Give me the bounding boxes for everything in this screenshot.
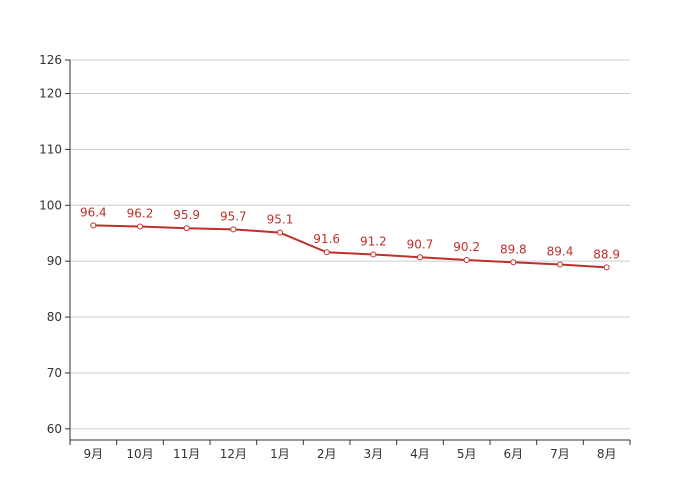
data-label-7: 90.7 [407, 237, 434, 251]
data-point-0 [90, 222, 97, 229]
series-layer [90, 222, 610, 271]
data-point-11 [603, 264, 610, 271]
data-labels: 96.4 96.2 95.9 95.7 95.1 91.6 91.2 90.7 90.2 89.8… [80, 205, 620, 261]
data-label-10: 89.4 [547, 245, 574, 259]
data-label-6: 91.2 [360, 234, 387, 248]
y-tick-label-100: 100 [39, 198, 62, 212]
y-tick-label-60: 60 [47, 422, 62, 436]
y-tick-label-126: 126 [39, 53, 62, 67]
y-tick-label-70: 70 [47, 366, 62, 380]
x-tick-label-10: 7月 [550, 447, 570, 461]
data-label-2: 95.9 [173, 208, 200, 222]
data-label-0: 96.4 [80, 205, 107, 219]
series-line-0 [93, 224, 607, 269]
data-point-2 [183, 225, 190, 232]
data-label-8: 90.2 [453, 240, 480, 254]
data-point-4 [277, 229, 283, 236]
x-tick-label-4: 1月 [270, 447, 290, 461]
x-tick-label-6: 3月 [364, 447, 384, 461]
x-tick-label-3: 12月 [220, 447, 247, 461]
data-point-6 [370, 251, 377, 258]
data-point-8 [463, 257, 470, 264]
y-tick-label-120: 120 [39, 87, 62, 101]
data-point-10 [557, 261, 563, 268]
x-tick-label-9: 6月 [504, 447, 524, 461]
x-tick-label-7: 4月 [410, 447, 430, 461]
x-tick-label-2: 11月 [173, 447, 200, 461]
x-tick-label-0: 9月 [84, 447, 104, 461]
x-tick-label-11: 8月 [597, 447, 617, 461]
y-tick-label-90: 90 [47, 254, 62, 268]
data-point-5 [323, 249, 330, 256]
data-point-1 [137, 223, 143, 230]
y-tick-label-110: 110 [39, 142, 62, 156]
y-tick-label-80: 80 [47, 310, 62, 324]
data-point-7 [417, 254, 423, 261]
data-label-5: 91.6 [313, 232, 340, 246]
data-label-4: 95.1 [267, 213, 294, 227]
data-label-3: 95.7 [220, 209, 247, 223]
data-point-3 [230, 226, 237, 233]
grid-lines [70, 59, 630, 430]
data-label-1: 96.2 [127, 207, 154, 221]
data-label-9: 89.8 [500, 242, 527, 256]
x-tick-label-5: 2月 [317, 447, 337, 461]
x-tick-label-8: 5月 [457, 447, 477, 461]
x-axis: 9月 10月 11月 12月 1月 2月 3月 4月 5月 6月 7月 8月 [69, 439, 631, 461]
data-point-9 [510, 259, 517, 266]
data-label-11: 88.9 [593, 247, 620, 261]
y-axis: 60 70 80 90 100 110 120 126 [39, 53, 71, 440]
x-tick-label-1: 10月 [126, 447, 153, 461]
